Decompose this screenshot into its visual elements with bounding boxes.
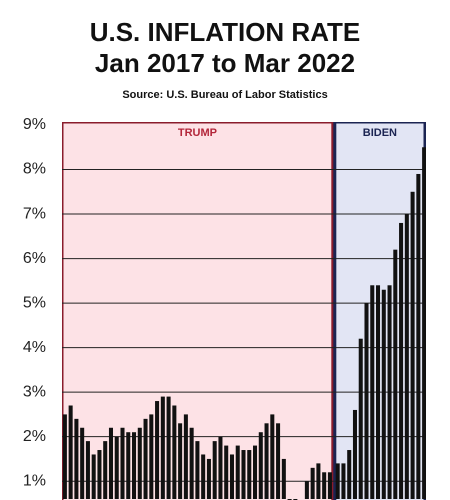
bar (235, 445, 240, 499)
bar (143, 418, 148, 499)
y-tick-label: 7% (23, 205, 46, 222)
bar (310, 467, 315, 499)
bar (327, 472, 332, 499)
bar (178, 423, 183, 499)
bar (335, 463, 340, 499)
bar (74, 418, 79, 499)
y-tick-label: 4% (23, 339, 46, 356)
bar (103, 441, 108, 499)
bar (229, 454, 234, 499)
bar (160, 396, 165, 499)
bar (341, 463, 346, 499)
bar (183, 414, 188, 499)
bar (201, 454, 206, 499)
bar (404, 214, 409, 500)
bar (137, 427, 142, 499)
y-tick-label: 2% (23, 428, 46, 445)
bar (166, 396, 171, 499)
bar (85, 441, 90, 499)
bar (264, 423, 269, 499)
y-tick-label: 9% (23, 116, 46, 133)
bar (258, 432, 263, 499)
bar (393, 249, 398, 499)
bar (416, 173, 421, 499)
bar (352, 409, 357, 499)
region-label: BIDEN (363, 127, 397, 139)
bar (399, 222, 404, 499)
bar (80, 427, 85, 499)
y-tick-label: 6% (23, 250, 46, 267)
chart-subtitle: Jan 2017 to Mar 2022 (95, 48, 355, 78)
bar (68, 405, 73, 499)
bar (322, 472, 327, 499)
bar (212, 441, 217, 499)
y-tick-label: 3% (23, 383, 46, 400)
bar (97, 450, 102, 499)
bar (370, 285, 375, 499)
bar (206, 458, 211, 499)
bar (410, 191, 415, 500)
bar (172, 405, 177, 499)
region-label: TRUMP (178, 127, 217, 139)
bar (149, 414, 154, 499)
bar (422, 147, 426, 499)
bar (126, 432, 131, 499)
bar (62, 414, 67, 499)
bar (189, 427, 194, 499)
bar (218, 436, 223, 499)
bar (253, 445, 258, 499)
bar (316, 463, 321, 499)
bar (155, 401, 160, 499)
bar (247, 450, 252, 499)
bar (91, 454, 96, 499)
bar (195, 441, 200, 499)
bar (281, 458, 286, 499)
bar (276, 423, 281, 499)
y-tick-label: 5% (23, 294, 46, 311)
y-tick-label: 1% (23, 472, 46, 489)
bar (381, 289, 386, 499)
bar (120, 427, 125, 499)
bar (224, 445, 229, 499)
bar (241, 450, 246, 499)
chart-title: U.S. INFLATION RATE (90, 17, 361, 47)
bar (364, 303, 369, 499)
bar (376, 285, 381, 499)
plot-area: TRUMP BIDEN (62, 122, 426, 500)
source: Source: U.S. Bureau of Labor Statistics (122, 89, 327, 101)
bar (387, 285, 392, 499)
bar (358, 338, 363, 499)
bar (108, 427, 113, 499)
bar (304, 481, 309, 499)
bar (114, 436, 119, 499)
bar (347, 450, 352, 499)
bar (132, 432, 137, 499)
y-tick-label: 8% (23, 161, 46, 178)
bar (270, 414, 275, 499)
